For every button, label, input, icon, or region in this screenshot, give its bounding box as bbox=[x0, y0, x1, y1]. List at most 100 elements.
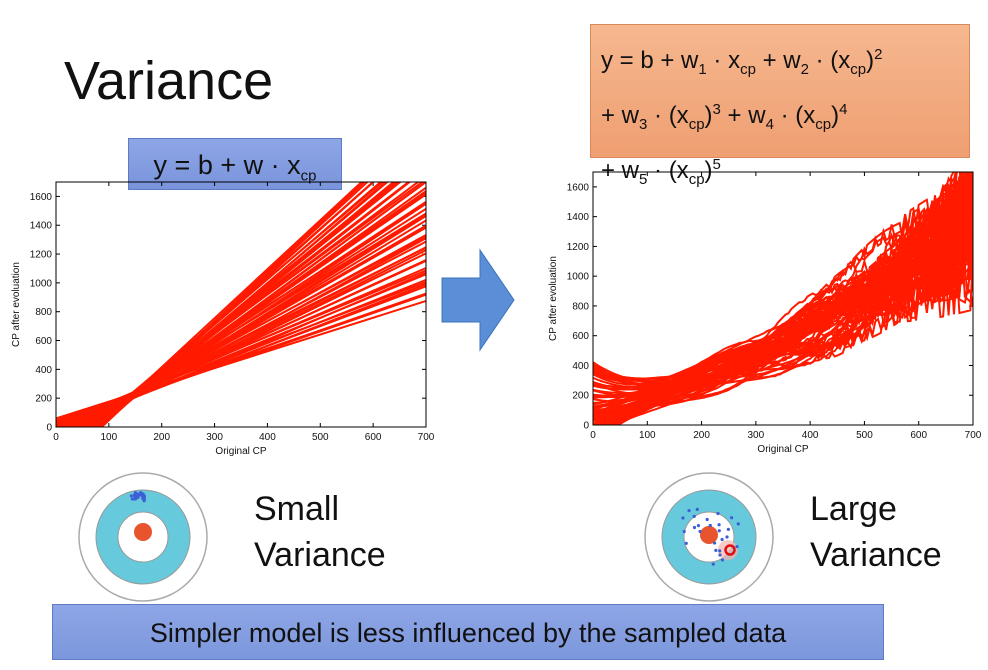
sample-dot bbox=[133, 495, 137, 500]
poly-l2-s1: 3 bbox=[639, 115, 648, 133]
poly-l3-p: 5 bbox=[712, 155, 721, 173]
poly-l1-a: y = b + w bbox=[601, 47, 699, 74]
poly-formula-line2: + w3 · (xcp)3 + w4 · (xcp)4 bbox=[601, 90, 959, 145]
sample-dot bbox=[711, 562, 715, 566]
x-tick-label: 100 bbox=[101, 432, 118, 443]
poly-l3-c: ) bbox=[704, 156, 713, 184]
y-tick-label: 1600 bbox=[30, 192, 53, 203]
y-tick-label: 1400 bbox=[30, 221, 53, 232]
sample-dot bbox=[716, 511, 720, 516]
poly-formula-line3: + w5 · (xcp)5 bbox=[601, 145, 959, 200]
poly-l1-s1: 1 bbox=[698, 60, 707, 78]
plot-frame bbox=[55, 181, 427, 428]
poly-l2-p1: 3 bbox=[712, 100, 721, 118]
y-tick-label: 400 bbox=[35, 365, 52, 376]
y-axis-label: CP after evoluation bbox=[11, 262, 22, 347]
linear-formula-sub: cp bbox=[300, 167, 317, 185]
y-tick-label: 200 bbox=[35, 394, 52, 405]
sample-dot bbox=[720, 558, 725, 562]
y-tick-label: 1200 bbox=[30, 250, 53, 261]
sample-dot bbox=[708, 523, 712, 528]
polynomial-model-formula: y = b + w1 · xcp + w2 · (xcp)2 + w3 · (x… bbox=[590, 24, 970, 187]
sample-dot bbox=[137, 492, 141, 496]
y-tick-label: 1000 bbox=[567, 272, 590, 283]
y-tick-label: 600 bbox=[35, 336, 52, 347]
plot-area: 0 100 200 300 400 500 600 700 0 200 400 600 800 1000 1… bbox=[11, 182, 435, 457]
poly-l2-s3: 4 bbox=[765, 115, 774, 133]
linear-formula-text: y = b + w · x bbox=[153, 150, 301, 180]
linear-model-formula: y = b + w · xcp bbox=[128, 138, 342, 190]
sample-dot bbox=[695, 507, 699, 511]
sample-dot bbox=[714, 548, 718, 552]
sample-dot bbox=[692, 525, 697, 530]
poly-l1-d: · (x bbox=[808, 47, 851, 74]
small-variance-line1: Small bbox=[254, 490, 340, 528]
fit-line bbox=[95, 182, 364, 427]
poly-formula-line1: y = b + w1 · xcp + w2 · (xcp)2 bbox=[601, 35, 959, 90]
series-lines bbox=[56, 182, 426, 427]
sample-dot bbox=[717, 529, 721, 533]
poly-l3-s2: cp bbox=[688, 170, 705, 188]
arrow-right-icon bbox=[441, 248, 515, 352]
y-tick-label: 1000 bbox=[30, 278, 53, 289]
sample-dot bbox=[696, 523, 701, 528]
y-axis-label: CP after evoluation bbox=[548, 256, 559, 341]
large-variance-label: Large Variance bbox=[810, 486, 942, 578]
x-tick-label: 600 bbox=[365, 432, 382, 443]
poly-l2-e: · (x bbox=[773, 101, 816, 129]
sample-dot bbox=[718, 549, 722, 553]
fit-curve bbox=[593, 179, 973, 412]
slide-title: Variance bbox=[64, 51, 274, 111]
x-tick-label: 100 bbox=[639, 430, 656, 441]
sample-dot bbox=[136, 495, 140, 499]
poly-l2-s2: cp bbox=[688, 115, 705, 133]
fit-curve bbox=[593, 235, 973, 398]
y-tick-label: 800 bbox=[572, 301, 589, 312]
poly-l1-b: · x bbox=[706, 47, 741, 74]
y-tick-label: 400 bbox=[572, 361, 589, 372]
x-tick-label: 0 bbox=[53, 432, 59, 443]
poly-l1-p: 2 bbox=[874, 46, 883, 63]
y-tick-label: 200 bbox=[572, 391, 589, 402]
sample-dot bbox=[142, 499, 146, 503]
sample-dot bbox=[717, 523, 721, 527]
small-variance-target-icon bbox=[78, 472, 208, 602]
y-tick-label: 0 bbox=[583, 421, 589, 432]
x-tick-label: 600 bbox=[910, 430, 927, 441]
y-tick-label: 600 bbox=[572, 331, 589, 342]
poly-l3-s1: 5 bbox=[639, 170, 648, 188]
sample-dot bbox=[718, 553, 722, 557]
linear-fits-chart: 0 100 200 300 400 500 600 700 0 200 400 600 800 1000 1… bbox=[11, 181, 435, 457]
x-tick-label: 200 bbox=[693, 430, 710, 441]
poly-l3-a: + w bbox=[601, 156, 640, 184]
sample-dot bbox=[140, 494, 144, 498]
y-tick-label: 800 bbox=[35, 307, 52, 318]
x-tick-label: 700 bbox=[965, 430, 982, 441]
poly-l1-e: ) bbox=[866, 47, 875, 74]
x-tick-label: 300 bbox=[748, 430, 765, 441]
small-variance-line2: Variance bbox=[254, 536, 386, 574]
large-variance-target-icon bbox=[644, 472, 774, 602]
fit-curve bbox=[598, 176, 973, 425]
y-tick-label: 1600 bbox=[567, 182, 590, 193]
poly-l1-s3: 2 bbox=[800, 60, 809, 78]
y-tick-label: 1400 bbox=[567, 212, 590, 223]
large-variance-line2: Variance bbox=[810, 536, 942, 574]
poly-l2-c: ) bbox=[704, 101, 713, 129]
sample-dot bbox=[735, 544, 739, 549]
poly-l2-b: · (x bbox=[647, 101, 689, 129]
poly-l1-s2: cp bbox=[740, 60, 756, 78]
sample-dot bbox=[720, 537, 724, 542]
y-tick-label: 0 bbox=[46, 423, 52, 434]
sample-dot bbox=[130, 497, 135, 501]
sample-dot bbox=[684, 541, 688, 545]
sample-dot bbox=[129, 494, 133, 498]
y-tick-label: 1200 bbox=[567, 242, 590, 253]
poly-l2-p2: 4 bbox=[839, 100, 848, 118]
fit-curve bbox=[593, 172, 973, 414]
poly-l3-b: · (x bbox=[647, 156, 689, 184]
x-tick-label: 700 bbox=[418, 432, 435, 443]
sample-dot bbox=[725, 535, 729, 539]
polynomial-fits-chart: 0 100 200 300 400 500 600 700 0 200 400 600 800 1000 1… bbox=[548, 171, 982, 455]
x-tick-label: 400 bbox=[802, 430, 819, 441]
